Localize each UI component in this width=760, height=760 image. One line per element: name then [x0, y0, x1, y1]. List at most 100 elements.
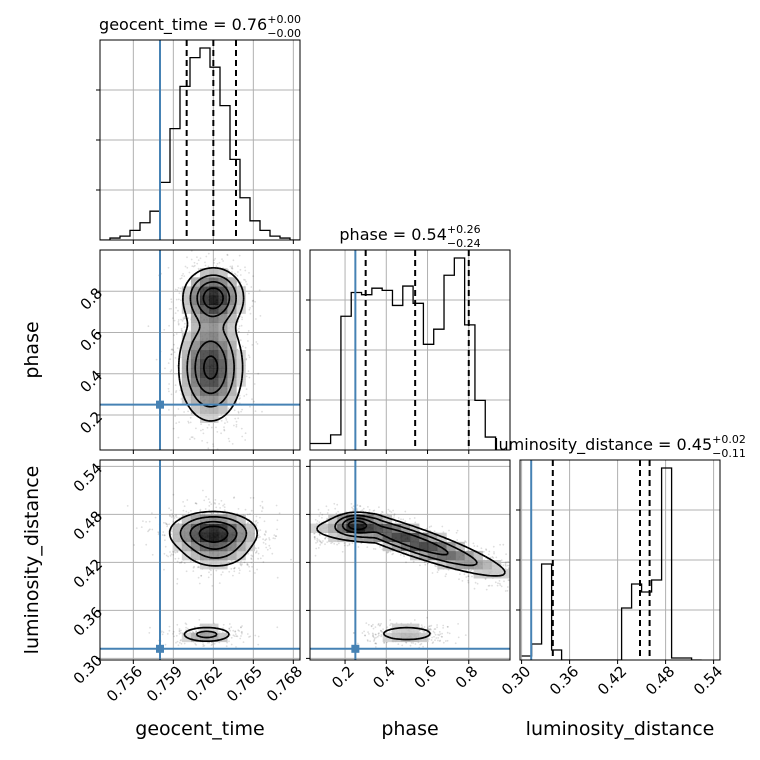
sample-point [228, 640, 230, 643]
x-tick-label-luminosity_distance: 0.54 [690, 662, 726, 698]
histogram-step [521, 467, 702, 660]
sample-point [170, 298, 173, 301]
density-cell [181, 295, 192, 305]
sample-point [182, 501, 185, 503]
sample-point [211, 512, 213, 515]
x-axis-label-geocent_time: geocent_time [135, 718, 264, 740]
sample-point [247, 340, 249, 342]
sample-point [422, 630, 425, 633]
sample-point [212, 443, 215, 446]
density-cell [245, 541, 255, 552]
sample-point [186, 499, 189, 501]
sample-point [378, 506, 380, 509]
sample-point [257, 552, 260, 555]
sample-point [374, 548, 377, 550]
density-cell [218, 632, 228, 643]
sample-point [276, 528, 278, 531]
sample-point [245, 375, 248, 378]
sample-point [239, 268, 242, 271]
density-cell [227, 313, 237, 323]
sample-point [412, 560, 415, 563]
sample-point [255, 318, 257, 320]
sample-point [506, 589, 509, 592]
sample-point [179, 389, 182, 392]
sample-point [197, 259, 200, 262]
x-tick-label-phase: 0.4 [369, 662, 399, 692]
sample-point [133, 544, 136, 546]
sample-point [262, 541, 265, 544]
sample-point [369, 640, 371, 643]
sample-point [504, 590, 507, 592]
sample-point [341, 550, 344, 553]
sample-point [399, 554, 402, 556]
sample-point [393, 513, 396, 516]
sample-point [237, 412, 240, 414]
sample-point [313, 532, 315, 535]
density-cell [227, 295, 237, 305]
sample-point [318, 515, 321, 517]
sample-point [433, 631, 436, 634]
sample-point [438, 631, 441, 633]
sample-point [234, 630, 237, 632]
density-cell [391, 523, 402, 533]
sample-point [185, 626, 188, 629]
sample-point [181, 320, 184, 322]
sample-point [324, 538, 326, 540]
sample-point [148, 632, 151, 634]
sample-point [223, 429, 226, 432]
sample-point [368, 633, 370, 635]
sample-point [164, 367, 166, 370]
sample-point [173, 343, 175, 346]
sample-point [191, 265, 194, 267]
sample-point [167, 555, 170, 558]
sample-point [426, 626, 429, 629]
sample-point [506, 564, 509, 567]
sample-point [172, 520, 175, 523]
sample-point [427, 562, 429, 565]
sample-point [241, 345, 244, 348]
sample-point [246, 633, 249, 635]
sample-point [445, 573, 448, 576]
sample-point [175, 390, 178, 392]
density-cell [218, 550, 228, 561]
density-cell [172, 523, 183, 533]
sample-point [372, 635, 374, 637]
sample-point [174, 557, 177, 560]
title-lower-error: −0.00 [267, 27, 301, 40]
sample-point [321, 513, 324, 516]
sample-point [375, 633, 377, 636]
density-cell [373, 523, 383, 533]
sample-point [164, 539, 166, 542]
title-upper-error: +0.00 [267, 13, 301, 26]
sample-point [448, 632, 451, 635]
sample-point [187, 410, 190, 413]
sample-point [380, 622, 382, 625]
sample-point [492, 545, 495, 548]
sample-point [433, 628, 436, 630]
density-cell [227, 386, 237, 396]
density-cell [428, 550, 438, 561]
sample-point [256, 568, 258, 571]
sample-point [239, 274, 242, 276]
sample-point [202, 643, 205, 646]
sample-point [407, 552, 410, 554]
sample-point [387, 508, 390, 511]
sample-point [436, 571, 439, 574]
sample-point [223, 428, 226, 431]
sample-point [230, 626, 233, 629]
sample-point [168, 324, 171, 327]
sample-point [374, 642, 376, 645]
density-cell [209, 395, 219, 405]
sample-point [237, 271, 239, 273]
sample-point [242, 641, 245, 643]
sample-point [183, 317, 186, 319]
density-cell [428, 541, 438, 552]
truth-marker [156, 644, 164, 653]
sample-point [429, 627, 432, 630]
sample-point [198, 619, 201, 621]
sample-point [163, 534, 166, 537]
sample-point [446, 625, 449, 628]
sample-point [166, 525, 169, 528]
sample-point [210, 503, 213, 505]
sample-point [225, 419, 228, 421]
